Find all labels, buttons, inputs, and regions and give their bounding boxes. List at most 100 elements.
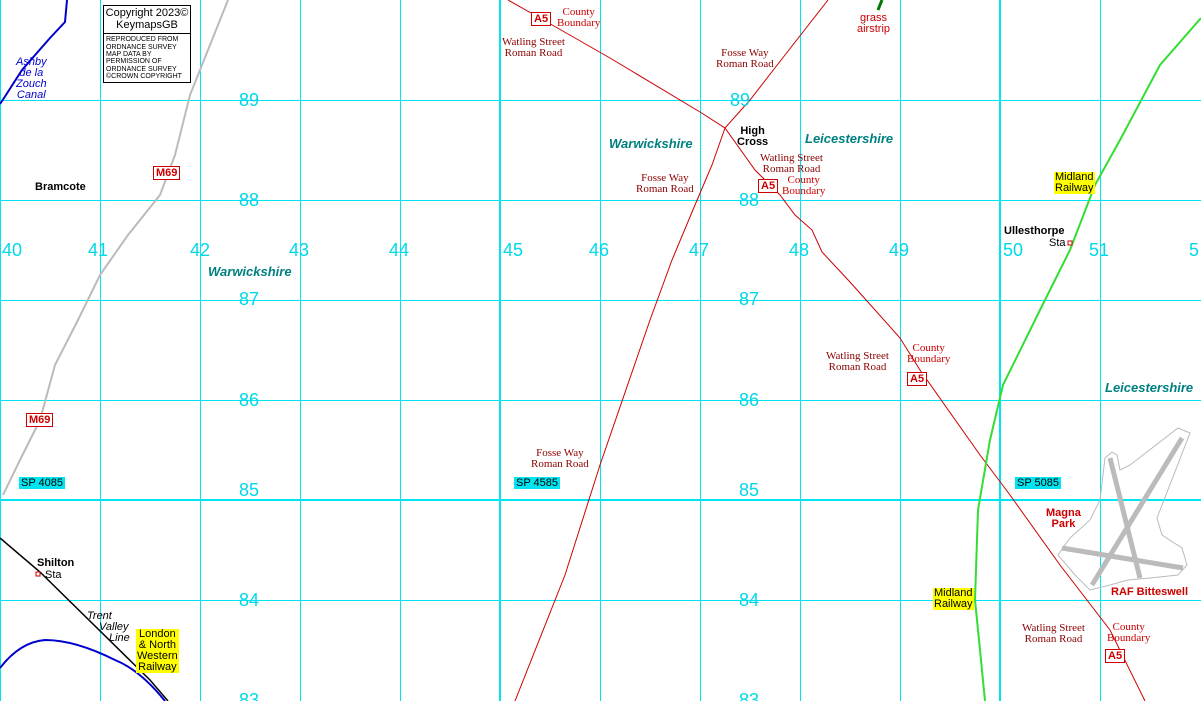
copyright-line2: KeymapsGB: [116, 19, 178, 32]
notice-line: ORDNANCE SURVEY: [106, 43, 177, 51]
easting-label-48: 48: [789, 240, 810, 260]
roman-line: Fosse Way: [721, 47, 769, 59]
county-boundary-label: County Boundary: [557, 7, 600, 29]
airstrip-track: [876, 0, 884, 11]
northing-label-87-right: 87: [739, 289, 760, 309]
easting-label-44: 44: [389, 240, 410, 260]
boundary-line: County: [787, 174, 820, 186]
roman-line: Fosse Way: [641, 172, 689, 184]
roman-line: Roman Road: [504, 47, 563, 59]
boundary-line: County: [1112, 621, 1145, 633]
airstrip-line: grass: [860, 12, 887, 24]
a5-badge: A5: [1105, 649, 1126, 663]
gridref-sp5085: SP 5085: [1015, 477, 1062, 489]
m69-badge: M69: [153, 166, 181, 180]
boundary-line: County: [562, 6, 595, 18]
watling-street-label: Watling Street Roman Road: [502, 37, 565, 59]
place-high-cross: High Cross: [737, 126, 768, 148]
northing-label-83-right: 83: [739, 690, 760, 701]
notice-line: REPRODUCED FROM: [106, 36, 179, 44]
magna-line: Magna: [1046, 507, 1081, 519]
county-leicestershire-north: Leicestershire: [805, 131, 894, 146]
shilton-station-marker: [35, 571, 41, 577]
a5-badge: A5: [758, 179, 779, 193]
easting-label-40: 40: [2, 240, 23, 260]
easting-label-41: 41: [88, 240, 109, 260]
trent-line: Valley: [99, 621, 129, 633]
canal-line: Ashby: [16, 56, 47, 68]
boundary-line: County: [912, 342, 945, 354]
place-bramcote: Bramcote: [35, 181, 86, 193]
rail-line: Railway: [934, 598, 973, 610]
airstrip-line: airstrip: [857, 23, 891, 35]
northing-label-87-left: 87: [239, 289, 260, 309]
easting-label-47: 47: [689, 240, 710, 260]
roman-line: Watling Street: [1022, 622, 1085, 634]
northing-label-84-right: 84: [739, 590, 760, 610]
roman-line: Roman Road: [716, 58, 774, 70]
northing-label-84-left: 84: [239, 590, 260, 610]
grass-airstrip-label: grass airstrip: [857, 13, 890, 35]
watling-street-road: [507, 0, 1146, 701]
rail-line: London: [139, 628, 176, 640]
northing-label-85-left: 85: [239, 480, 260, 500]
a5-badge: A5: [531, 12, 552, 26]
roman-line: Watling Street: [760, 152, 823, 164]
midland-railway-label: Midland Railway: [933, 588, 974, 610]
easting-label-42: 42: [190, 240, 211, 260]
northing-label-83-left: 83: [239, 690, 260, 701]
fosse-way-label: Fosse Way Roman Road: [636, 173, 694, 195]
ullesthorpe-station-marker: [1067, 240, 1073, 246]
midland-railway-label: Midland Railway: [1054, 172, 1095, 194]
river-line: [0, 638, 166, 701]
county-leicestershire-east: Leicestershire: [1105, 380, 1194, 395]
copyright-notice: REPRODUCED FROM ORDNANCE SURVEY MAP DATA…: [104, 34, 190, 82]
roman-line: Watling Street: [502, 36, 565, 48]
rail-line: Railway: [1055, 182, 1094, 194]
magna-line: Park: [1051, 518, 1076, 530]
runway-2: [1089, 436, 1185, 587]
shilton-sta: Sta: [45, 569, 62, 581]
county-warwickshire-west: Warwickshire: [208, 264, 292, 279]
county-boundary-label: County Boundary: [782, 175, 825, 197]
canal-line: Zouch: [16, 78, 47, 90]
boundary-line: Boundary: [1107, 632, 1151, 644]
boundary-line: Boundary: [782, 185, 826, 197]
rail-line: Western: [137, 650, 178, 662]
airfield: [1057, 427, 1191, 591]
high-cross-line: High: [740, 125, 765, 137]
midland-railway-line: [973, 17, 1201, 701]
county-warwickshire-north: Warwickshire: [609, 136, 693, 151]
roman-line: Fosse Way: [536, 447, 584, 459]
fosse-way-road: [514, 0, 829, 701]
notice-line: PERMISSION OF: [106, 58, 162, 66]
county-boundary-label: County Boundary: [907, 343, 950, 365]
notice-line: MAP DATA BY: [106, 50, 152, 58]
fosse-way-label: Fosse Way Roman Road: [716, 48, 774, 70]
northing-label-89-left: 89: [239, 90, 260, 110]
northing-label-86-right: 86: [739, 390, 760, 410]
ullesthorpe-sta: Sta: [1049, 237, 1066, 249]
watling-street-label: Watling Street Roman Road: [760, 153, 823, 175]
rail-line: Railway: [138, 661, 177, 673]
watling-street-label: Watling Street Roman Road: [1022, 623, 1085, 645]
canal-line: de la: [19, 67, 44, 79]
roman-line: Watling Street: [826, 350, 889, 362]
roman-line: Roman Road: [636, 183, 694, 195]
roman-line: Roman Road: [531, 458, 589, 470]
easting-label-45: 45: [503, 240, 524, 260]
easting-label-49: 49: [889, 240, 910, 260]
rail-line: & North: [138, 639, 177, 651]
rail-line: Midland: [1055, 171, 1094, 183]
northing-label-88-right: 88: [739, 190, 760, 210]
fosse-way-label: Fosse Way Roman Road: [531, 448, 589, 470]
watling-street-label: Watling Street Roman Road: [826, 351, 889, 373]
gridref-sp4585: SP 4585: [514, 477, 561, 489]
m69-badge: M69: [26, 413, 54, 427]
roman-line: Roman Road: [762, 163, 821, 175]
easting-label-51: 51: [1089, 240, 1110, 260]
trent-line: Trent: [87, 610, 112, 622]
